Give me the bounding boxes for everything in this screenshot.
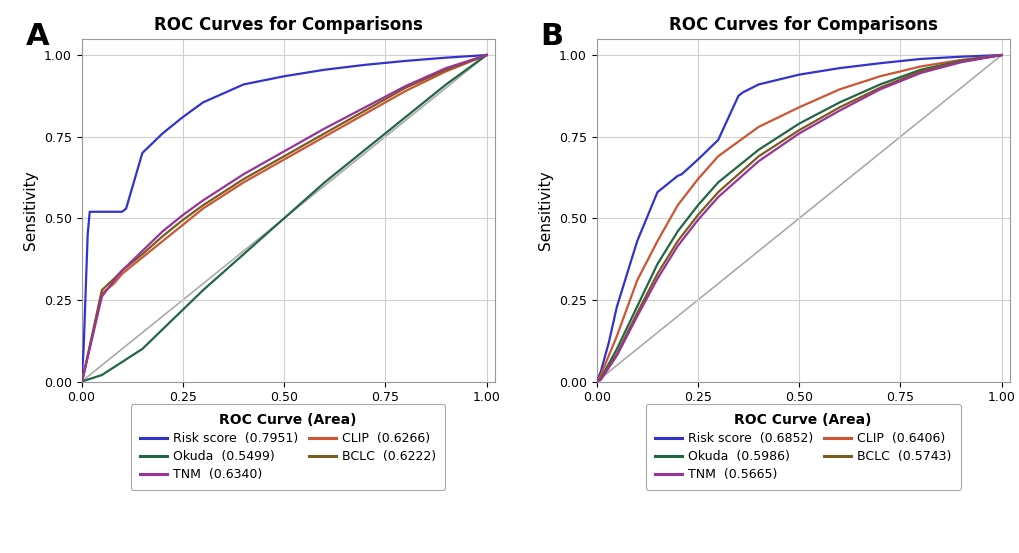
Title: ROC Curves for Comparisons: ROC Curves for Comparisons: [668, 17, 936, 34]
Legend: Risk score  (0.7951), Okuda  (0.5499), TNM  (0.6340), CLIP  (0.6266), BCLC  (0.6: Risk score (0.7951), Okuda (0.5499), TNM…: [130, 404, 445, 490]
Title: ROC Curves for Comparisons: ROC Curves for Comparisons: [154, 17, 422, 34]
Y-axis label: Sensitivity: Sensitivity: [23, 170, 39, 250]
X-axis label: 1 - Specificity: 1 - Specificity: [236, 410, 339, 425]
Text: A: A: [25, 22, 49, 51]
Text: B: B: [540, 22, 564, 51]
Y-axis label: Sensitivity: Sensitivity: [538, 170, 553, 250]
Legend: Risk score  (0.6852), Okuda  (0.5986), TNM  (0.5665), CLIP  (0.6406), BCLC  (0.5: Risk score (0.6852), Okuda (0.5986), TNM…: [645, 404, 960, 490]
X-axis label: 1 - Specificity: 1 - Specificity: [751, 410, 854, 425]
